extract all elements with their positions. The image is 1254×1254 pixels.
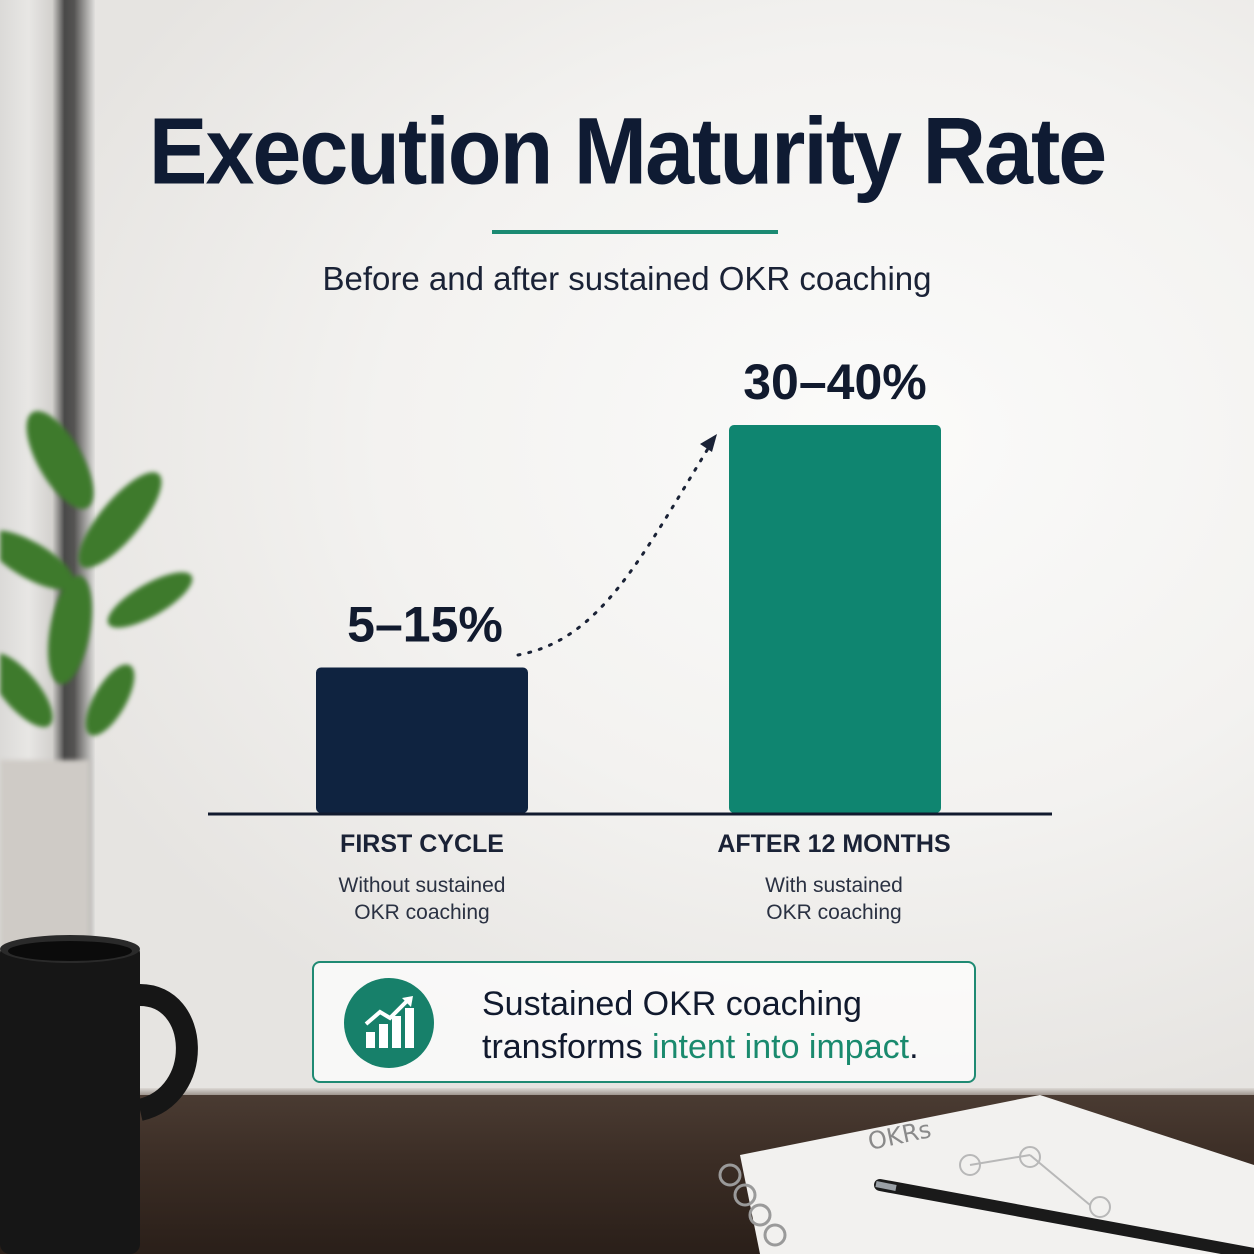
callout-line-2-suffix: . xyxy=(909,1028,918,1066)
category-description-line: OKR coaching xyxy=(272,899,572,926)
callout-message: Sustained OKR coaching transforms intent… xyxy=(482,983,952,1069)
category-description-line: OKR coaching xyxy=(684,899,984,926)
trend-arrowhead xyxy=(700,434,717,452)
data-label-first-cycle: 5–15% xyxy=(347,597,503,653)
category-description-first-cycle: Without sustained OKR coaching xyxy=(272,872,572,926)
insight-callout: Sustained OKR coaching transforms intent… xyxy=(312,961,976,1083)
trend-arrow xyxy=(518,442,712,655)
growth-chart-icon xyxy=(344,978,434,1068)
data-label-after-12-months: 30–40% xyxy=(743,354,927,410)
category-description-line: Without sustained xyxy=(272,872,572,899)
category-label-after-12-months: AFTER 12 MONTHS xyxy=(684,830,984,859)
bar-first-cycle xyxy=(316,668,528,814)
callout-accent-text: intent into impact xyxy=(652,1028,909,1066)
category-label-first-cycle: FIRST CYCLE xyxy=(272,830,572,859)
category-description-line: With sustained xyxy=(684,872,984,899)
callout-line-1: Sustained OKR coaching xyxy=(482,983,952,1026)
callout-line-2: transforms intent into impact. xyxy=(482,1026,952,1069)
category-description-after-12-months: With sustained OKR coaching xyxy=(684,872,984,926)
callout-line-2-prefix: transforms xyxy=(482,1028,652,1066)
bar-after-12-months xyxy=(729,425,941,813)
